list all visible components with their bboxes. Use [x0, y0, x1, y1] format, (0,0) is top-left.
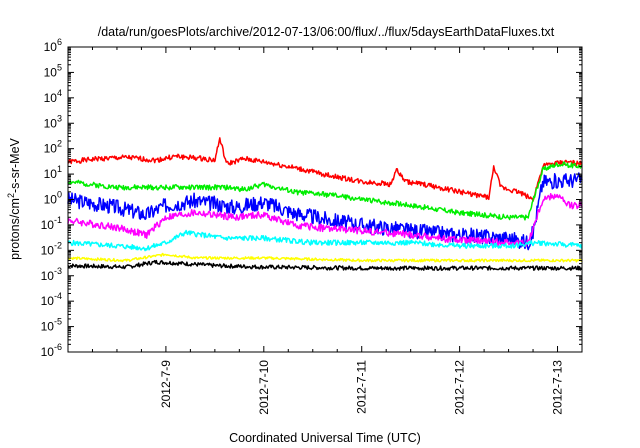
x-tick-label: 2012-7-10: [257, 360, 271, 415]
y-axis-label-sup: 2: [6, 193, 16, 198]
x-tick-label: 2012-7-13: [551, 360, 565, 415]
plot-frame: [67, 46, 583, 353]
x-tick-label: 2012-7-11: [355, 360, 369, 414]
y-tick-label: 10-5: [41, 317, 62, 334]
y-tick-label: 100: [44, 190, 62, 207]
x-tick-label: 2012-7-9: [159, 360, 173, 408]
series-layer: [67, 137, 583, 271]
y-tick-label: 10-1: [41, 215, 62, 232]
series-line-6: [67, 252, 583, 263]
y-tick-label: 10-3: [41, 266, 62, 283]
y-tick-label: 10-2: [41, 240, 62, 257]
y-axis: 10-6 10-5 10-4 10-3 10-2 10-1 100 101 102 103 104 1…: [41, 37, 582, 359]
y-axis-label: protons/cm2-s-sr-MeV: [6, 137, 22, 259]
y-tick-label: 10-6: [41, 342, 62, 359]
chart-title: /data/run/goesPlots/archive/2012-07-13/0…: [98, 25, 555, 39]
x-axis-label: Coordinated Universal Time (UTC): [229, 431, 421, 445]
y-tick-label: 106: [44, 37, 62, 54]
y-tick-label: 105: [44, 62, 62, 79]
x-tick-label: 2012-7-12: [453, 360, 467, 415]
x-axis: 2012-7-9 2012-7-10 2012-7-11 2012-7-12 2012-…: [67, 47, 583, 415]
y-tick-label: 101: [44, 164, 62, 181]
series-line-1: [67, 137, 583, 202]
y-tick-label: 10-4: [41, 291, 62, 308]
series-line-3: [67, 172, 583, 251]
series-line-7: [67, 259, 583, 271]
series-line-5: [67, 229, 583, 252]
y-tick-label: 103: [44, 113, 62, 130]
y-axis-label-pre: protons/cm: [8, 198, 22, 260]
y-tick-label: 104: [44, 88, 62, 105]
y-axis-label-post: -s-sr-MeV: [8, 137, 22, 193]
series-line-4: [67, 192, 583, 247]
series-line-2: [67, 161, 583, 221]
y-tick-label: 102: [44, 139, 62, 156]
